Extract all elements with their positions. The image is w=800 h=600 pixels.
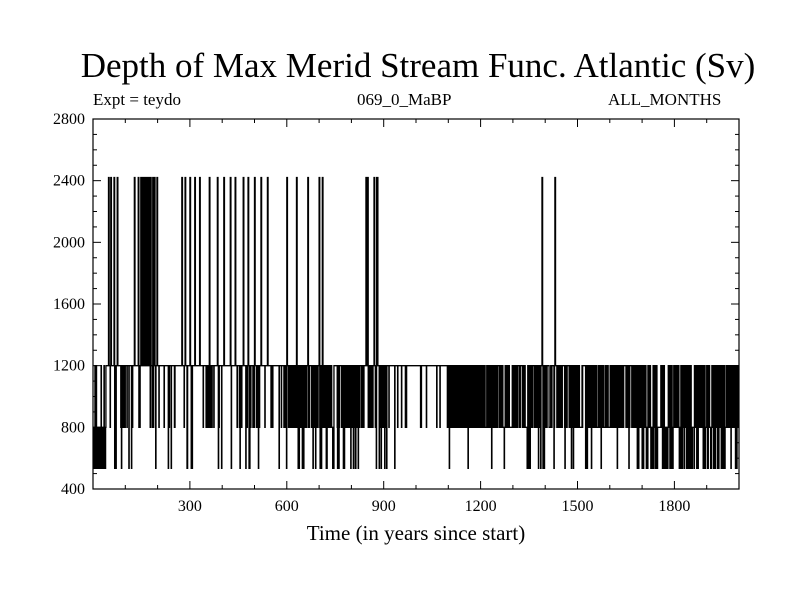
x-axis-label: Time (in years since start) (306, 521, 526, 545)
period-label: ALL_MONTHS (608, 90, 722, 109)
y-tick-label: 1200 (53, 358, 85, 375)
x-tick-label: 1500 (562, 498, 594, 515)
x-tick-label: 900 (372, 498, 396, 515)
tick-labels: 400 800 1200 1600 2000 2400 2800 300 600 900 1200 1… (53, 111, 690, 515)
x-tick-label: 1200 (465, 498, 497, 515)
y-tick-label: 800 (61, 419, 85, 436)
run-label: 069_0_MaBP (357, 90, 452, 109)
x-tick-label: 600 (275, 498, 299, 515)
y-tick-label: 2000 (53, 234, 85, 251)
y-tick-label: 2400 (53, 173, 85, 190)
series-line (92, 176, 740, 469)
x-tick-label: 1800 (658, 498, 690, 515)
series-layer (92, 176, 740, 469)
plot-frame (92, 118, 740, 490)
experiment-label: Expt = teydo (93, 90, 181, 109)
chart-title: Depth of Max Merid Stream Func. Atlantic… (80, 46, 756, 85)
y-tick-label: 400 (61, 481, 85, 498)
x-tick-label: 300 (178, 498, 202, 515)
y-tick-label: 2800 (53, 111, 85, 128)
y-tick-label: 1600 (53, 296, 85, 313)
